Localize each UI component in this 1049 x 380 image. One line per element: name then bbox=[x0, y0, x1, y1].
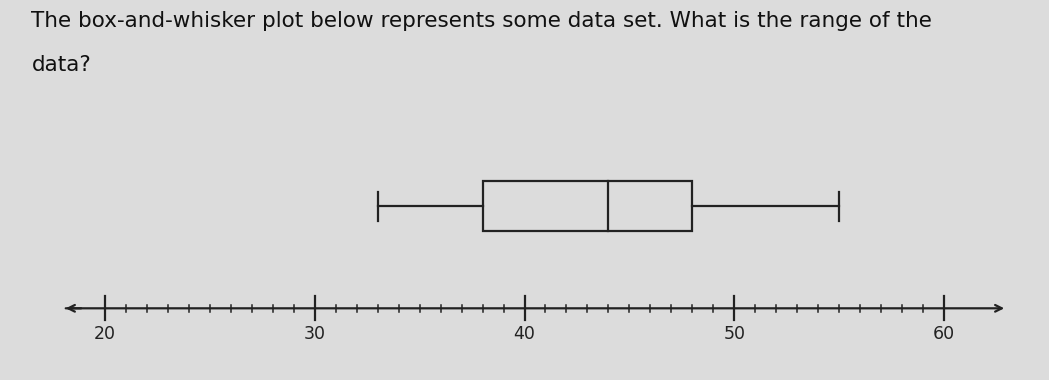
Bar bbox=[483, 181, 692, 231]
Text: data?: data? bbox=[31, 55, 91, 75]
Text: 60: 60 bbox=[933, 325, 956, 344]
Text: 30: 30 bbox=[304, 325, 325, 344]
Text: 50: 50 bbox=[724, 325, 745, 344]
Text: 40: 40 bbox=[514, 325, 535, 344]
Text: The box-and-whisker plot below represents some data set. What is the range of th: The box-and-whisker plot below represent… bbox=[31, 11, 933, 32]
Text: 20: 20 bbox=[94, 325, 115, 344]
